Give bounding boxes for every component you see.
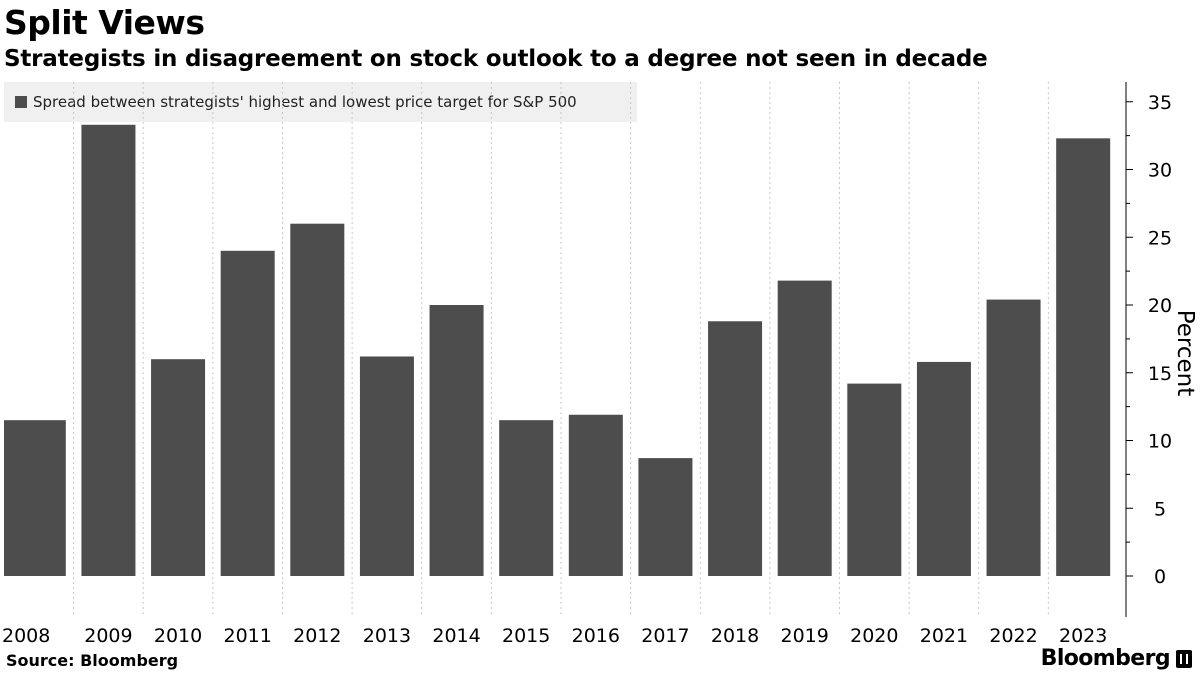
- source-note: Source: Bloomberg: [6, 651, 179, 670]
- bar-2016: [568, 414, 623, 576]
- bar-2010: [151, 359, 206, 576]
- x-tick-label: 2016: [572, 625, 620, 647]
- bar-2019: [777, 280, 832, 576]
- x-tick-label: 2012: [293, 625, 341, 647]
- x-tick-label: 2013: [363, 625, 411, 647]
- y-tick-label: 25: [1148, 227, 1172, 249]
- bar-2023: [1056, 138, 1111, 576]
- bar-2021: [916, 361, 971, 576]
- x-tick-label: 2015: [502, 625, 550, 647]
- bar-2014: [429, 305, 484, 576]
- y-axis-title: Percent: [1172, 310, 1198, 397]
- x-tick-label: 2020: [850, 625, 898, 647]
- x-tick-label: 2018: [711, 625, 759, 647]
- legend-swatch: [15, 96, 27, 108]
- x-tick-label: 2019: [781, 625, 829, 647]
- bar-2008: [4, 420, 66, 576]
- bar-2022: [986, 299, 1041, 576]
- bar-2013: [359, 356, 414, 576]
- x-tick-label: 2021: [920, 625, 968, 647]
- x-tick-label: 2010: [154, 625, 202, 647]
- legend-label: Spread between strategists' highest and …: [33, 93, 577, 111]
- bar-2020: [847, 383, 902, 576]
- x-tick-label: 2008: [2, 625, 50, 647]
- x-tick-label: 2022: [989, 625, 1037, 647]
- bar-2012: [290, 223, 345, 576]
- bar-2018: [708, 321, 763, 576]
- y-tick-label: 35: [1148, 92, 1172, 114]
- x-tick-label: 2009: [84, 625, 132, 647]
- chart-subtitle: Strategists in disagreement on stock out…: [4, 46, 988, 72]
- bar-2015: [499, 420, 554, 576]
- x-axis-labels: 2008 2009 2010 2011 2012 2013 2014 2015 2016 2017…: [2, 625, 1107, 647]
- bloomberg-logo: Bloomberg: [1041, 646, 1192, 671]
- bar-2011: [220, 250, 275, 577]
- y-tick-label: 20: [1148, 295, 1172, 317]
- x-tick-label: 2017: [641, 625, 689, 647]
- y-axis: 0 5 10 15 20 25 30 35: [1125, 82, 1172, 617]
- bar-2009: [81, 124, 136, 576]
- brand-name: Bloomberg: [1040, 646, 1171, 671]
- x-tick-label: 2014: [432, 625, 480, 647]
- bloomberg-icon: [1176, 649, 1192, 668]
- x-tick-label: 2023: [1059, 625, 1107, 647]
- y-tick-label: 5: [1154, 498, 1166, 520]
- bars: [4, 124, 1111, 577]
- chart-title: Split Views: [4, 3, 205, 42]
- y-tick-label: 15: [1148, 363, 1172, 385]
- y-tick-label: 30: [1148, 160, 1172, 182]
- x-tick-label: 2011: [224, 625, 272, 647]
- gridlines: [73, 82, 1049, 617]
- legend: Spread between strategists' highest and …: [4, 82, 637, 122]
- y-tick-label: 10: [1148, 431, 1172, 453]
- bar-2017: [638, 458, 693, 576]
- y-tick-label: 0: [1154, 566, 1166, 588]
